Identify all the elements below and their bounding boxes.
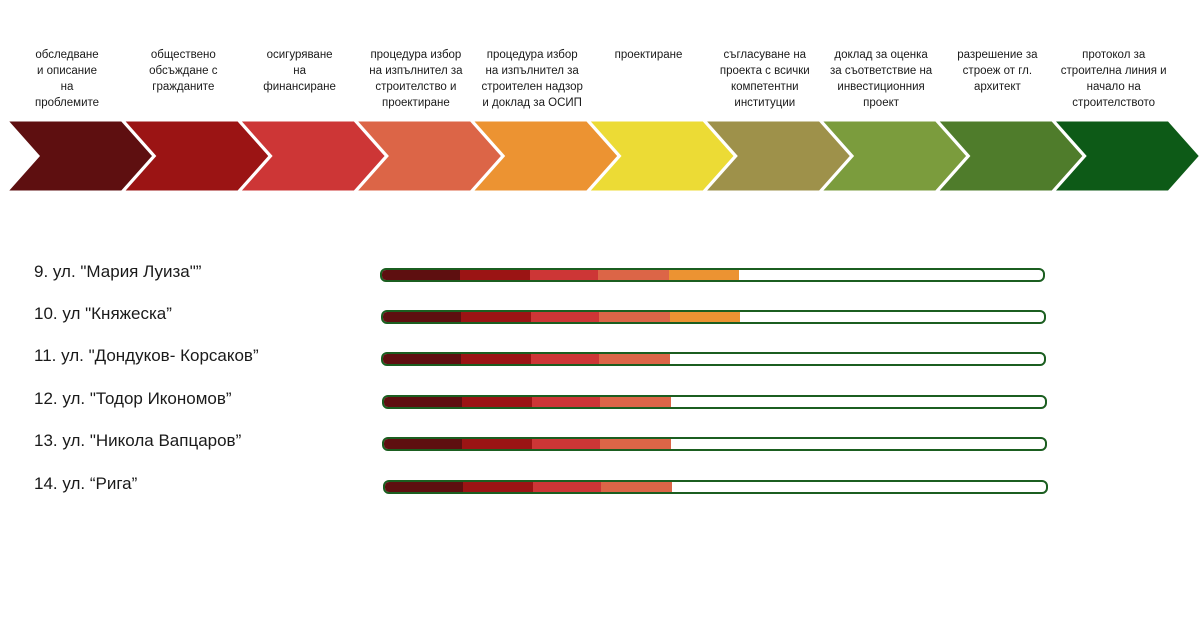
street-label: 14. ул. “Рига” [34, 474, 138, 493]
progress-segment-5 [669, 312, 740, 322]
street-label: 13. ул. "Никола Вапцаров” [34, 431, 242, 450]
progress-segment-1 [384, 439, 463, 449]
stage-label-3: осигуряване на финансиране [263, 49, 336, 93]
progress-bar [381, 395, 1047, 409]
progress-segment-4 [599, 397, 671, 407]
stage-label-1: обследване и описание на проблемите [34, 49, 100, 109]
stage-label-7: съгласуване на проекта с всички компетен… [719, 49, 810, 109]
progress-segment-4 [598, 312, 670, 322]
stage-label-10: протокол за строителна линия и начало на… [1060, 49, 1167, 109]
progress-segment-1 [382, 312, 461, 322]
progress-segment-3 [530, 270, 598, 280]
progress-segment-3 [531, 354, 600, 364]
stage-label-8: доклад за оценка за съответствие на инве… [829, 49, 933, 109]
progress-segment-4 [600, 439, 672, 449]
progress-segment-2 [462, 439, 533, 449]
progress-segment-1 [383, 397, 462, 407]
progress-bar [382, 437, 1048, 451]
stage-labels: обследване и описание на проблемите общес… [0, 0, 1200, 120]
stage-chevron-strip [2, 120, 1200, 194]
progress-bar [380, 268, 1045, 282]
progress-segment-3 [530, 312, 599, 322]
street-label: 11. ул. "Дондуков- Корсаков” [34, 346, 259, 365]
stage-label-6: проектиране [614, 49, 683, 61]
stage-label-2: обществено обсъждане с гражданите [149, 49, 218, 93]
street-label: 9. ул. "Мария Луиза"” [34, 262, 202, 281]
progress-segment-2 [463, 482, 533, 492]
stage-label-9: разрешение за строеж от гл. архитект [957, 49, 1038, 93]
progress-segment-2 [461, 397, 532, 407]
progress-segment-3 [532, 439, 601, 449]
street-label: 12. ул. "Тодор Икономов” [34, 389, 232, 408]
stage-chevron-10 [1049, 120, 1200, 194]
progress-bar [381, 352, 1047, 366]
progress-bar [383, 480, 1048, 494]
progress-segment-4 [599, 354, 671, 364]
progress-bar [380, 310, 1046, 324]
stage-label-4: процедура избор на изпълнител за строите… [369, 49, 463, 109]
progress-segment-3 [533, 482, 601, 492]
progress-segment-2 [461, 354, 532, 364]
progress-segment-4 [598, 270, 669, 280]
progress-segment-1 [382, 270, 460, 280]
street-label: 10. ул "Княжеска” [34, 304, 172, 323]
progress-segment-1 [385, 482, 463, 492]
progress-segment-1 [383, 354, 462, 364]
progress-segment-2 [460, 270, 530, 280]
progress-segment-5 [669, 270, 739, 280]
stage-label-5: процедура избор на изпълнител за строите… [481, 49, 583, 109]
progress-segment-2 [460, 312, 531, 322]
progress-rows: 9. ул. "Мария Луиза"” 10. ул "Княжеска” 11… [0, 250, 1200, 550]
progress-segment-4 [601, 482, 672, 492]
progress-segment-3 [531, 397, 600, 407]
